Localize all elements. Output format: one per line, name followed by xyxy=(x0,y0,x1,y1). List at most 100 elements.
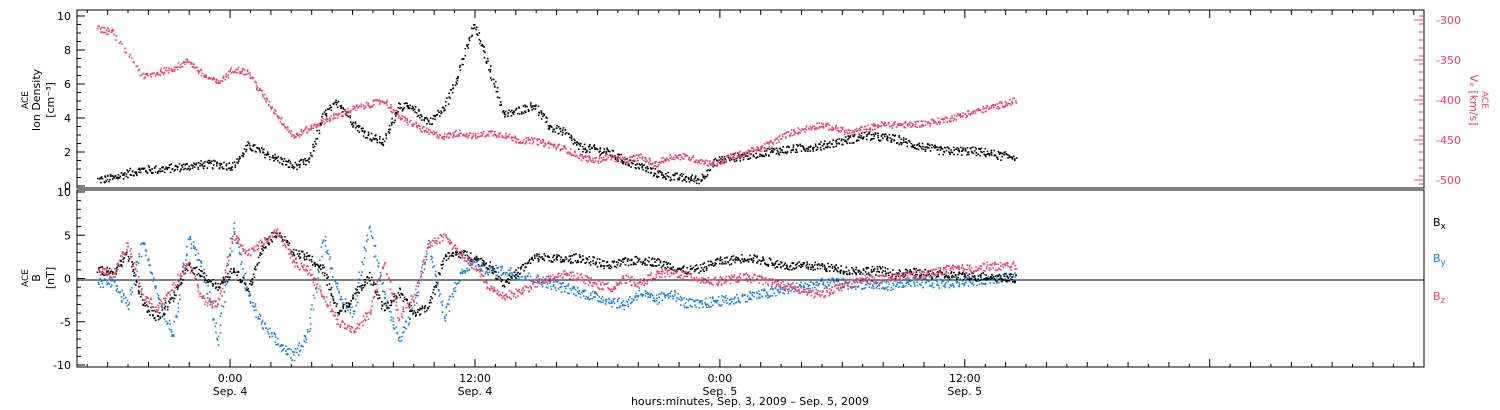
bx-point xyxy=(553,254,556,257)
bx-point xyxy=(139,296,142,298)
by-point xyxy=(170,329,172,331)
by-point xyxy=(889,279,892,282)
by-point xyxy=(935,277,937,279)
bx-point xyxy=(553,259,555,261)
density-point xyxy=(197,166,199,169)
vx-point xyxy=(631,156,633,158)
by-point xyxy=(622,300,625,302)
by-point xyxy=(802,286,805,289)
bx-point xyxy=(389,299,392,302)
by-point xyxy=(304,337,307,339)
vx-point xyxy=(159,74,162,76)
bx-point xyxy=(149,314,151,316)
vx-point xyxy=(712,164,715,167)
density-point xyxy=(149,170,152,172)
vx-point xyxy=(962,116,964,118)
by-point xyxy=(244,279,246,281)
by-point xyxy=(733,296,736,299)
vx-point xyxy=(356,107,359,109)
density-point xyxy=(436,114,438,116)
by-point xyxy=(758,293,761,295)
vx-point xyxy=(667,158,669,160)
vx-point xyxy=(356,105,358,108)
density-point xyxy=(383,140,386,143)
by-point xyxy=(464,270,467,272)
vx-point xyxy=(472,132,474,135)
density-point xyxy=(647,171,650,174)
bx-point xyxy=(242,276,245,279)
vx-point xyxy=(712,160,715,163)
density-point xyxy=(659,171,662,173)
by-point xyxy=(384,293,387,296)
by-point xyxy=(425,258,428,261)
density-point xyxy=(644,167,647,169)
density-point xyxy=(197,168,200,171)
density-point xyxy=(401,109,404,112)
x-tick-date: Sep. 5 xyxy=(947,385,982,398)
by-point xyxy=(545,286,548,289)
vx-point xyxy=(512,139,515,142)
vx-point xyxy=(580,154,582,157)
vx-point xyxy=(452,136,454,139)
density-point xyxy=(718,156,721,158)
density-point xyxy=(483,50,485,52)
density-point xyxy=(677,177,680,180)
density-point xyxy=(605,152,607,154)
density-point xyxy=(218,162,221,165)
density-point xyxy=(772,150,774,152)
bx-point xyxy=(259,252,262,254)
density-point xyxy=(210,160,213,162)
by-point xyxy=(701,300,703,302)
vx-point xyxy=(160,68,162,70)
density-point xyxy=(650,172,652,174)
vx-point xyxy=(429,131,432,133)
density-point xyxy=(273,157,275,159)
by-point xyxy=(123,293,125,295)
vx-point xyxy=(885,124,888,127)
vx-point xyxy=(588,155,590,157)
by-point xyxy=(790,290,792,292)
density-point xyxy=(796,143,798,146)
vx-point xyxy=(273,112,276,115)
bx-point xyxy=(596,266,599,268)
bx-point xyxy=(533,254,536,256)
density-point xyxy=(860,137,862,139)
vx-point xyxy=(531,138,534,141)
density-point xyxy=(256,147,258,149)
density-point xyxy=(166,168,168,171)
vx-point xyxy=(735,157,737,159)
density-point xyxy=(730,158,733,161)
density-point xyxy=(781,149,783,151)
density-point xyxy=(219,164,221,167)
vx-point xyxy=(179,64,182,66)
density-point xyxy=(847,138,849,141)
by-point xyxy=(700,300,702,303)
vx-point xyxy=(386,99,388,102)
density-point xyxy=(524,110,526,112)
density-point xyxy=(416,115,419,118)
bx-point xyxy=(427,307,429,310)
by-point xyxy=(140,255,143,258)
vx-point xyxy=(809,125,812,128)
by-point xyxy=(690,298,692,301)
vx-point xyxy=(379,100,381,102)
by-point xyxy=(809,281,812,284)
bx-point xyxy=(245,288,248,291)
by-point xyxy=(435,275,437,277)
vx-point xyxy=(797,127,799,129)
density-point xyxy=(689,179,692,181)
density-point xyxy=(135,173,138,175)
by-point xyxy=(897,286,900,289)
by-point xyxy=(887,286,889,288)
density-point xyxy=(332,103,335,105)
by-point xyxy=(150,272,153,274)
by-point xyxy=(880,282,883,284)
density-point xyxy=(957,147,960,150)
vx-point xyxy=(580,159,583,162)
density-point xyxy=(476,26,478,28)
by-point xyxy=(426,253,428,255)
by-point xyxy=(722,296,725,298)
density-point xyxy=(927,143,930,146)
vx-point xyxy=(474,137,477,139)
vx-point xyxy=(176,68,179,71)
